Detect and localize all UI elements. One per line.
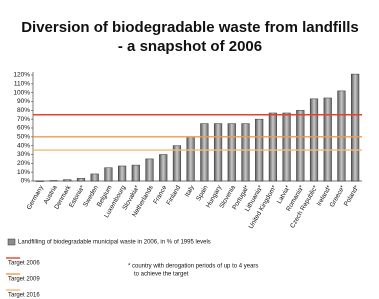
bar [35,180,44,182]
y-tick-label: 30% [17,151,30,158]
bar [118,165,127,182]
bar [323,97,332,182]
legend-label: Target 2009 [8,277,40,283]
bar [63,179,72,182]
note: to achieve the target [134,272,189,278]
y-tick-label: 70% [17,116,30,123]
y-tick-label: 0% [21,178,31,185]
bar [145,158,154,182]
bar [159,154,168,182]
bar [241,123,250,182]
bar [104,167,113,182]
bar [227,123,236,182]
x-tick-label: Germany [26,184,46,211]
bar [337,90,346,182]
note: * country with derogation periods of up … [128,264,258,270]
bar [186,136,195,182]
legend-label: Landfilling of biodegradable municipal w… [18,240,211,246]
bar [213,123,223,182]
bar [90,173,99,182]
x-tick-label: Italy [184,184,196,198]
y-tick-label: 90% [17,98,30,105]
bar [76,178,86,182]
y-tick-label: 60% [17,125,30,132]
bar [131,164,140,182]
chart-title: Diversion of biodegradable waste from la… [21,19,359,36]
y-tick-label: 50% [17,134,30,141]
bar [296,110,305,182]
bar [268,112,277,182]
bar [309,98,319,182]
bar [351,73,360,182]
legend-label: Target 2006 [8,261,40,267]
bar [49,180,58,182]
y-tick-label: 80% [17,107,30,114]
y-tick-label: 40% [17,142,30,149]
y-tick-label: 120% [13,72,30,79]
bar [172,145,182,182]
x-tick-label: Finland [165,184,182,206]
bar [282,112,291,182]
y-tick-label: 20% [17,160,30,167]
legend-swatch [7,238,16,246]
y-tick-label: 110% [14,81,30,88]
chart-title: - a snapshot of 2006 [118,38,262,55]
bar [200,123,209,182]
legend-label: Target 2016 [8,293,40,299]
y-tick-label: 10% [17,169,30,176]
y-tick-label: 100% [13,89,30,96]
